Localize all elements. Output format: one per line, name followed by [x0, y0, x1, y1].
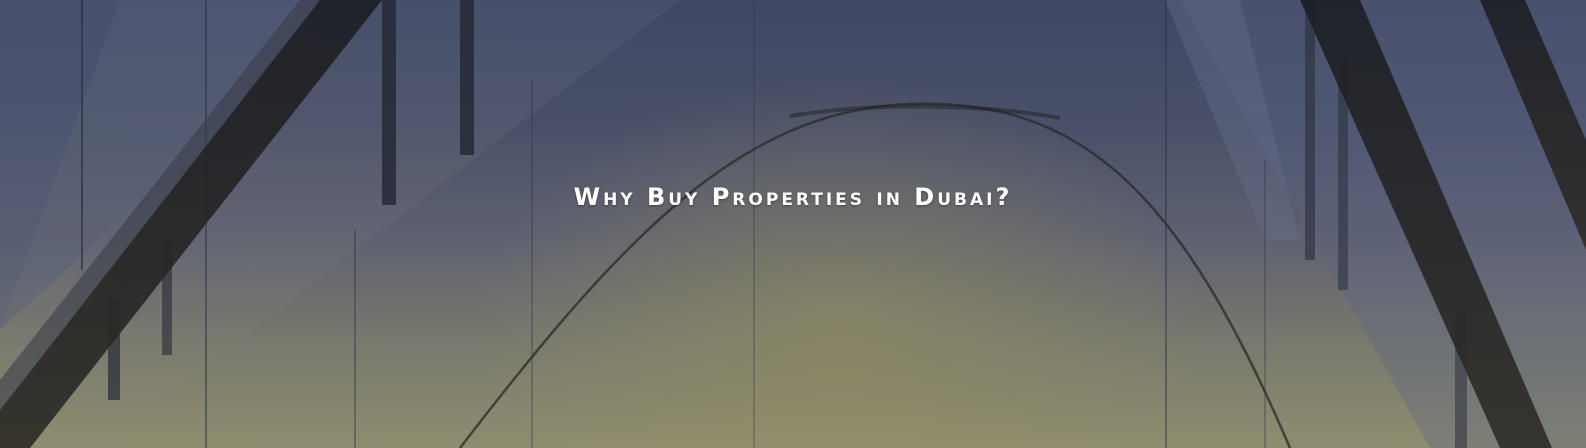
- hero-title: Why Buy Properties in Dubai?: [573, 183, 1013, 211]
